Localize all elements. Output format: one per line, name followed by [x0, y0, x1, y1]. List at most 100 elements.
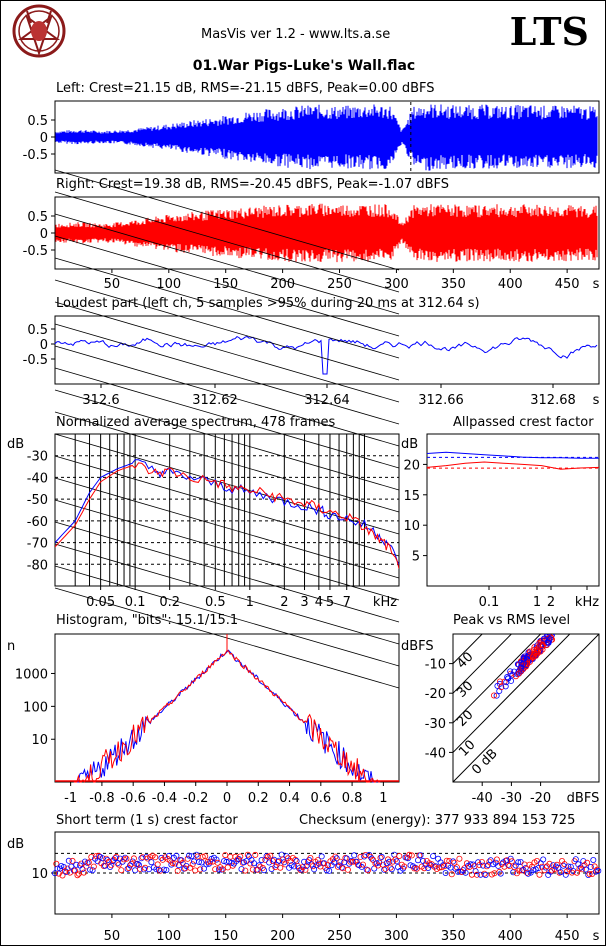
x-tick-label: 50	[104, 929, 121, 944]
crest-point	[135, 861, 142, 868]
crest-point	[195, 859, 202, 866]
y-tick-label: -0.5	[23, 244, 48, 259]
crest-point	[396, 853, 403, 860]
crest-point	[184, 855, 191, 862]
crest-point	[266, 859, 273, 866]
slope-line	[54, 301, 400, 403]
crest-point	[192, 867, 199, 874]
y-axis-label: n	[7, 639, 15, 654]
x-unit-label: s	[593, 393, 600, 408]
y-tick-label: 0	[40, 131, 48, 146]
crest-point	[394, 864, 401, 871]
scatter-point	[536, 639, 543, 646]
x-tick-label: -0.4	[152, 791, 177, 806]
y-tick-label: 0	[40, 338, 48, 353]
crest-point	[113, 853, 120, 860]
scatter-point	[533, 646, 540, 653]
crest-point	[510, 869, 517, 876]
y-tick-label: 10	[31, 867, 48, 882]
crest-point	[237, 853, 244, 860]
crest-point	[455, 868, 462, 875]
scatter-point	[493, 692, 500, 699]
x-tick-label: kHz	[575, 595, 599, 610]
crest-title: Allpassed crest factor	[453, 415, 594, 430]
crest-point	[536, 871, 543, 878]
scatter-point	[545, 639, 552, 646]
crest-point	[473, 871, 480, 878]
scatter-point	[550, 628, 555, 633]
crest-point	[130, 855, 137, 862]
crest-point	[404, 855, 411, 862]
scatter-point	[505, 675, 512, 682]
loudest-part-title: Loudest part (left ch, 5 samples >95% du…	[56, 296, 480, 311]
crest-point	[118, 867, 125, 874]
scatter-point	[532, 652, 539, 659]
crest-point	[486, 858, 493, 865]
brand-logo: LTS	[509, 9, 589, 54]
crest-point	[438, 864, 445, 871]
scatter-point	[524, 661, 531, 668]
crest-point	[585, 872, 592, 879]
slope-line	[54, 389, 400, 491]
x-tick-label: 250	[327, 929, 352, 944]
x-tick-label: 2	[280, 595, 288, 610]
y-tick-label: 0	[40, 227, 48, 242]
left-waveform-title: Left: Crest=21.15 dB, RMS=-21.15 dBFS, P…	[56, 81, 435, 96]
crest-point	[540, 856, 547, 863]
x-unit-label: kHz	[373, 595, 397, 610]
y-tick-label: -10	[425, 658, 446, 673]
crest-point	[521, 861, 528, 868]
crest-point	[292, 856, 299, 863]
crest-point	[344, 866, 351, 873]
x-tick-label: -1	[64, 791, 77, 806]
scatter-point	[545, 634, 551, 636]
x-tick-label: 0.2	[248, 791, 269, 806]
crest-point	[565, 863, 572, 870]
crest-point	[364, 867, 371, 874]
crest-point	[307, 855, 314, 862]
crest-point	[258, 857, 265, 864]
file-title: 01.War Pigs-Luke's Wall.flac	[192, 58, 416, 74]
right-waveform-signal	[55, 203, 598, 263]
crest-point	[349, 858, 356, 865]
crest-point	[274, 858, 281, 865]
x-unit-label: dBFS	[567, 791, 600, 806]
crest-point	[580, 858, 587, 865]
crest-point	[562, 871, 569, 878]
crest-point	[263, 853, 270, 860]
crest-point	[515, 859, 522, 866]
crest-point	[85, 859, 92, 866]
crest-point	[554, 861, 561, 868]
crest-point	[172, 860, 179, 867]
crest-point	[584, 859, 591, 866]
crest-point	[277, 864, 284, 871]
crest-point	[495, 862, 502, 869]
x-tick-label: 450	[555, 277, 580, 292]
crest-point	[250, 860, 257, 867]
crest-point	[79, 866, 86, 873]
slope-line	[54, 257, 400, 359]
crest-point	[411, 865, 418, 872]
crest-point	[282, 861, 289, 868]
crest-point	[432, 863, 439, 870]
crest-point	[87, 866, 94, 873]
crest-point	[53, 860, 60, 867]
crest-point	[123, 855, 130, 862]
x-tick-label: 1	[379, 791, 387, 806]
crest-diagonal	[453, 634, 513, 694]
crest-point	[143, 854, 150, 861]
x-tick-label: 0.6	[310, 791, 331, 806]
crest-series-blue	[426, 451, 599, 459]
scatter-point	[546, 637, 553, 644]
crest-point	[535, 865, 542, 872]
x-tick-label: 0.5	[205, 595, 226, 610]
crest-series-red	[426, 461, 600, 470]
y-tick-label: 0.5	[27, 114, 48, 129]
scatter-point	[535, 648, 542, 655]
crest-point	[199, 853, 206, 860]
y-tick-label: -0.5	[23, 353, 48, 368]
crest-point	[52, 870, 59, 877]
crest-point	[482, 872, 489, 879]
crest-point	[567, 863, 574, 870]
